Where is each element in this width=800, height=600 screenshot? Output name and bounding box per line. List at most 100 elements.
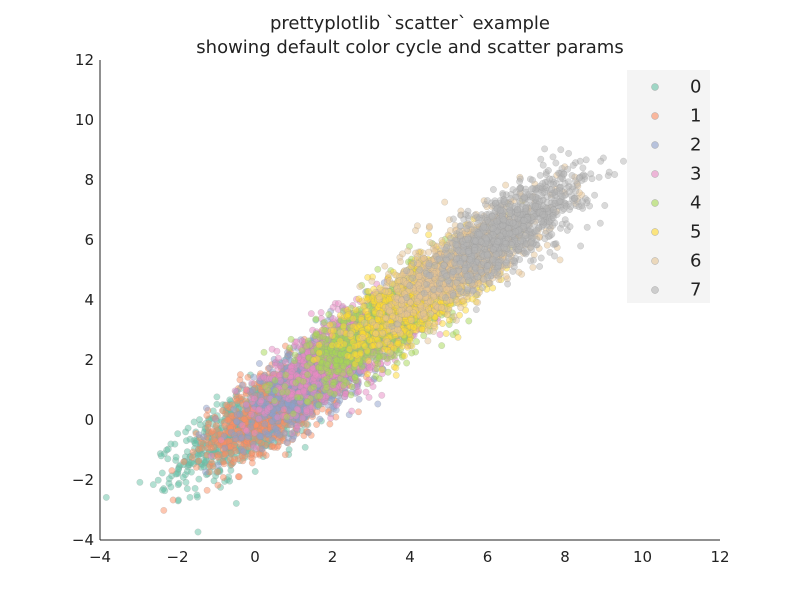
scatter-point xyxy=(168,467,176,474)
scatter-point xyxy=(303,407,310,415)
scatter-point xyxy=(193,463,200,471)
scatter-point xyxy=(274,354,282,362)
scatter-point xyxy=(272,387,279,394)
scatter-point xyxy=(304,371,311,379)
scatter-point xyxy=(333,401,341,409)
scatter-point xyxy=(214,468,221,476)
scatter-point xyxy=(247,410,255,418)
scatter-point xyxy=(309,348,317,356)
scatter-point xyxy=(340,362,348,370)
scatter-point xyxy=(164,445,172,453)
scatter-point xyxy=(271,376,279,384)
scatter-point xyxy=(363,380,371,388)
scatter-point xyxy=(189,448,197,456)
scatter-point xyxy=(236,371,244,378)
scatter-point xyxy=(329,381,337,389)
scatter-point xyxy=(348,407,356,415)
scatter-point xyxy=(220,460,228,468)
scatter-point xyxy=(291,357,298,365)
scatter-point xyxy=(218,407,226,414)
scatter-point xyxy=(312,371,320,379)
scatter-point xyxy=(191,484,199,492)
scatter-point xyxy=(273,347,281,355)
scatter-point xyxy=(268,442,276,449)
scatter-point xyxy=(324,368,332,376)
scatter-point xyxy=(190,418,198,426)
scatter-point xyxy=(316,392,324,400)
scatter-point xyxy=(436,331,444,338)
scatter-point xyxy=(169,496,177,504)
scatter-point xyxy=(375,354,383,362)
scatter-point xyxy=(248,459,256,467)
scatter-point xyxy=(362,388,370,396)
scatter-point xyxy=(278,388,286,396)
scatter-point xyxy=(211,415,219,423)
scatter-point xyxy=(165,475,173,483)
scatter-point xyxy=(221,450,229,458)
scatter-point xyxy=(276,362,284,370)
scatter-point xyxy=(208,459,216,466)
scatter-point xyxy=(174,430,182,438)
scatter-point xyxy=(289,410,297,418)
scatter-point xyxy=(233,418,241,426)
scatter-point xyxy=(300,387,307,395)
scatter-point xyxy=(315,401,323,409)
scatter-point xyxy=(374,400,382,408)
scatter-point xyxy=(149,481,157,488)
scatter-point xyxy=(255,405,263,413)
scatter-point xyxy=(180,458,188,466)
scatter-point xyxy=(238,421,246,429)
scatter-point xyxy=(195,457,203,465)
scatter-point xyxy=(271,397,278,405)
scatter-point xyxy=(243,427,251,435)
scatter-point xyxy=(366,364,373,371)
scatter-point xyxy=(250,373,258,381)
scatter-point xyxy=(334,299,342,307)
scatter-point xyxy=(266,403,274,411)
scatter-point xyxy=(217,436,225,444)
scatter-point xyxy=(239,457,247,465)
scatter-point xyxy=(260,348,268,356)
scatter-point xyxy=(329,303,337,311)
scatter-point xyxy=(219,474,227,481)
scatter-point xyxy=(294,422,301,430)
scatter-point xyxy=(203,486,211,494)
scatter-point xyxy=(312,330,320,337)
scatter-point xyxy=(282,371,290,379)
scatter-point xyxy=(230,441,238,449)
scatter-point xyxy=(384,368,392,376)
scatter-point xyxy=(179,473,187,481)
scatter-point xyxy=(255,415,263,423)
scatter-point xyxy=(248,379,256,387)
scatter-point xyxy=(233,397,241,405)
scatter-point xyxy=(251,468,259,475)
scatter-point xyxy=(305,429,312,436)
scatter-point xyxy=(256,433,264,441)
scatter-point xyxy=(207,444,215,452)
scatter-point xyxy=(288,368,296,376)
scatter-point xyxy=(230,405,238,413)
scatter-point xyxy=(374,359,382,367)
scatter-point xyxy=(257,391,264,399)
scatter-point xyxy=(284,352,291,360)
scatter-point xyxy=(312,315,320,323)
scatter-point xyxy=(323,375,331,383)
scatter-point xyxy=(316,415,324,423)
scatter-point xyxy=(355,408,362,416)
scatter-point xyxy=(209,427,217,435)
scatter-point xyxy=(183,485,191,493)
scatter-point xyxy=(323,383,331,391)
scatter-point xyxy=(236,410,244,418)
scatter-point xyxy=(283,413,291,421)
scatter-point xyxy=(210,477,218,485)
scatter-point xyxy=(214,461,222,469)
scatter-point xyxy=(172,453,180,461)
scatter-point xyxy=(258,445,266,453)
scatter-point xyxy=(408,349,416,357)
scatter-point xyxy=(375,375,383,383)
scatter-point xyxy=(255,360,263,367)
scatter-point xyxy=(326,420,334,428)
scatter-point xyxy=(403,359,410,367)
scatter-point xyxy=(186,493,194,501)
